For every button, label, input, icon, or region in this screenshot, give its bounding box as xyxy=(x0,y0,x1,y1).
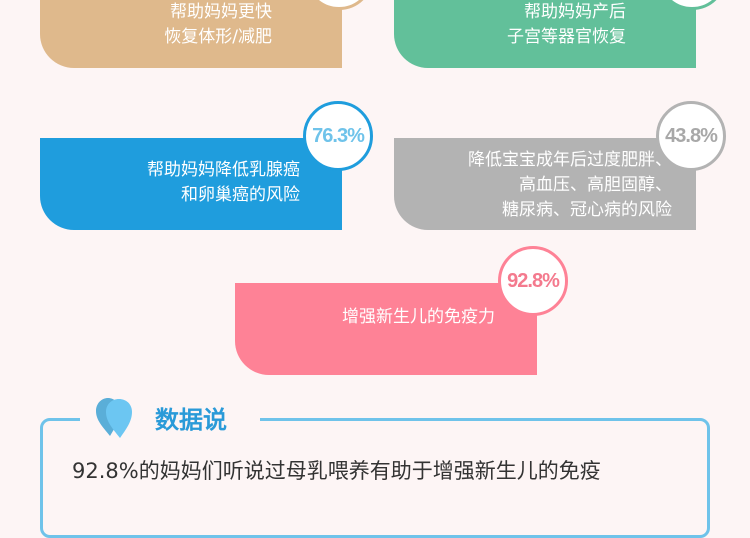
card-line: 帮助妈妈更快 xyxy=(170,2,272,22)
benefit-card-text: 帮助妈妈更快 恢复体形/减肥 xyxy=(164,0,272,50)
percent-circle: 92.8% xyxy=(498,246,568,316)
benefit-card-immunity: 增强新生儿的免疫力 xyxy=(235,283,537,375)
benefit-card-obesity: 降低宝宝成年后过度肥胖、 高血压、高胆固醇、 糖尿病、冠心病的风险 xyxy=(394,138,696,230)
card-line: 和卵巢癌的风险 xyxy=(181,185,300,205)
card-line: 子宫等器官恢复 xyxy=(507,27,626,47)
benefit-card-text: 降低宝宝成年后过度肥胖、 高血压、高胆固醇、 糖尿病、冠心病的风险 xyxy=(468,148,672,223)
card-line: 降低宝宝成年后过度肥胖、 xyxy=(468,150,672,170)
card-line: 糖尿病、冠心病的风险 xyxy=(502,200,672,220)
percent-circle: 76.3% xyxy=(303,101,373,171)
card-line: 帮助妈妈产后 xyxy=(524,2,626,22)
benefit-card-text: 增强新生儿的免疫力 xyxy=(342,305,495,330)
card-line: 增强新生儿的免疫力 xyxy=(342,307,495,327)
card-line: 恢复体形/减肥 xyxy=(164,27,272,47)
benefit-card-text: 帮助妈妈产后 子宫等器官恢复 xyxy=(507,0,626,50)
data-section-heading: 数据说 xyxy=(155,406,227,434)
percent-circle: 43.8% xyxy=(656,101,726,171)
benefit-card-uterus: 帮助妈妈产后 子宫等器官恢复 xyxy=(394,0,696,68)
heart-drop-icon xyxy=(96,398,132,438)
benefit-card-cancer: 帮助妈妈降低乳腺癌 和卵巢癌的风险 xyxy=(40,138,342,230)
card-line: 帮助妈妈降低乳腺癌 xyxy=(147,160,300,180)
benefit-card-text: 帮助妈妈降低乳腺癌 和卵巢癌的风险 xyxy=(147,158,300,208)
benefit-card-body-shape: 帮助妈妈更快 恢复体形/减肥 xyxy=(40,0,342,68)
card-line: 高血压、高胆固醇、 xyxy=(519,175,672,195)
data-section-text: 92.8%的妈妈们听说过母乳喂养有助于增强新生儿的免疫 xyxy=(72,459,601,483)
